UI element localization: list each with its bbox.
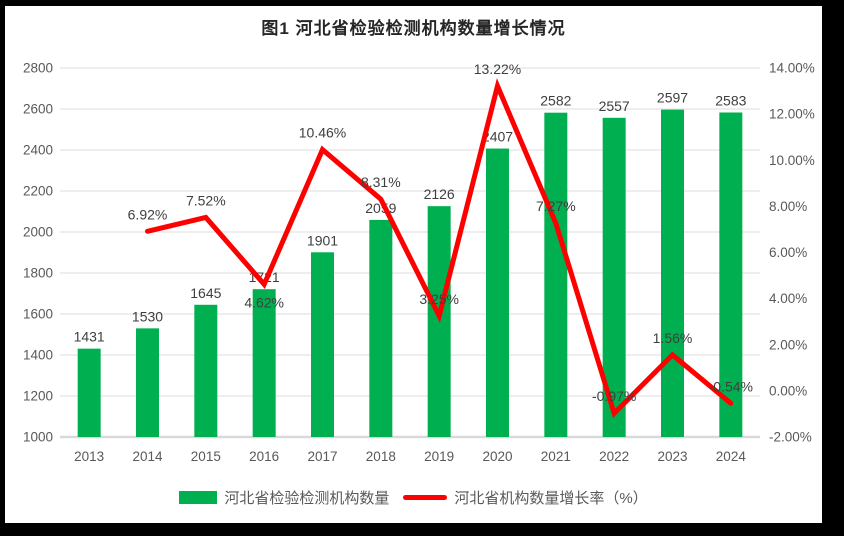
right-axis-tick-label: 12.00% (769, 107, 815, 122)
growth-line (145, 78, 734, 418)
growth-point-label: 7.52% (186, 192, 226, 208)
bar-value-label: 2407 (482, 129, 513, 145)
right-axis-tick-label: 14.00% (769, 61, 815, 76)
x-axis-label: 2016 (249, 449, 279, 464)
bar (252, 289, 276, 437)
legend: 河北省检验检测机构数量 河北省机构数量增长率（%） (5, 484, 822, 510)
bar (719, 112, 743, 438)
x-axis-label: 2019 (424, 449, 454, 464)
bar-value-label: 2582 (540, 93, 571, 109)
left-axis-tick-label: 2200 (23, 184, 53, 199)
bar-value-label: 2557 (599, 98, 630, 114)
x-axis-label: 2023 (657, 449, 687, 464)
bar-value-label: 1431 (74, 329, 105, 345)
growth-point-label: 4.62% (244, 294, 284, 310)
x-axis-label: 2015 (191, 449, 221, 464)
bar-value-label: 2126 (424, 186, 455, 202)
x-axis-label: 2022 (599, 449, 629, 464)
legend-item-bar-series: 河北省检验检测机构数量 (179, 487, 389, 508)
growth-line-series (145, 78, 734, 418)
x-axis-label: 2017 (307, 449, 337, 464)
growth-value-labels: 6.92% 7.52% 4.62% 10.46% 8.31% 3.25% 13.22% 7.2… (128, 61, 753, 404)
bar-value-label: 1530 (132, 308, 163, 324)
right-axis-tick-label: 8.00% (769, 199, 807, 214)
bar-series-swatch-icon (179, 490, 218, 504)
left-axis-tick-label: 2400 (23, 143, 53, 158)
growth-point-label: 6.92% (128, 206, 168, 222)
x-axis-labels: 2013 2014 2015 2016 2017 2018 2019 2020 2021 2022… (74, 449, 746, 464)
growth-point-label: -0.97% (592, 388, 636, 404)
bar (194, 304, 218, 437)
right-axis-tick-labels: -2.00% 0.00% 2.00% 4.00% 6.00% 8.00% 10.00% 12.… (769, 61, 815, 445)
left-axis-tick-label: 1200 (23, 389, 53, 404)
growth-point-label: -0.54% (709, 378, 753, 394)
left-axis-tick-label: 1400 (23, 348, 53, 363)
gridlines (60, 67, 760, 439)
right-axis-tick-label: 6.00% (769, 245, 807, 260)
bar (136, 328, 159, 437)
growth-point-label: 1.56% (653, 330, 693, 346)
left-axis-tick-labels: 1000 1200 1400 1600 1800 2000 2200 2400 2600 2800 (23, 61, 53, 445)
line-series-swatch-icon (403, 494, 448, 500)
bar (369, 219, 393, 437)
bar-value-label: 1645 (190, 285, 221, 301)
left-axis-tick-label: 2600 (23, 102, 53, 117)
chart-title: 图1 河北省检验检测机构数量增长情况 (261, 19, 566, 38)
bar-value-label: 2597 (657, 90, 688, 106)
left-axis-tick-label: 1000 (23, 430, 53, 445)
x-axis-label: 2018 (366, 449, 396, 464)
bar (77, 348, 101, 437)
bar (544, 112, 568, 437)
bar (661, 109, 684, 438)
growth-point-label: 3.25% (419, 291, 459, 307)
left-axis-tick-label: 1800 (23, 266, 53, 281)
growth-point-label: 13.22% (474, 61, 521, 77)
right-axis-tick-label: 4.00% (769, 291, 807, 306)
x-axis-label: 2013 (74, 449, 104, 464)
legend-label-bar-series: 河北省检验检测机构数量 (224, 489, 390, 507)
legend-label-line-series: 河北省机构数量增长率（%） (454, 489, 648, 507)
growth-point-label: 10.46% (299, 125, 346, 141)
right-axis-tick-label: -2.00% (769, 430, 812, 445)
legend-item-line-series: 河北省机构数量增长率（%） (403, 487, 648, 508)
right-axis-tick-label: 2.00% (769, 337, 807, 352)
x-axis-label: 2024 (716, 449, 747, 464)
bar (486, 148, 509, 437)
left-axis-tick-label: 1600 (23, 307, 53, 322)
x-axis-label: 2014 (132, 449, 163, 464)
bar-value-label: 2583 (715, 92, 746, 108)
growth-point-label: 7.27% (536, 198, 576, 214)
bar-series (77, 109, 743, 438)
x-axis-label: 2021 (541, 449, 571, 464)
bar (427, 206, 451, 437)
left-axis-tick-label: 2000 (23, 225, 53, 240)
right-axis-tick-label: 10.00% (769, 153, 815, 168)
growth-point-label: 8.31% (361, 174, 401, 190)
left-axis-tick-label: 2800 (23, 61, 53, 76)
right-axis-tick-label: 0.00% (769, 383, 807, 398)
x-axis-label: 2020 (482, 449, 512, 464)
bar (311, 252, 334, 437)
bar (602, 117, 626, 437)
bar-value-label: 1901 (307, 232, 338, 248)
